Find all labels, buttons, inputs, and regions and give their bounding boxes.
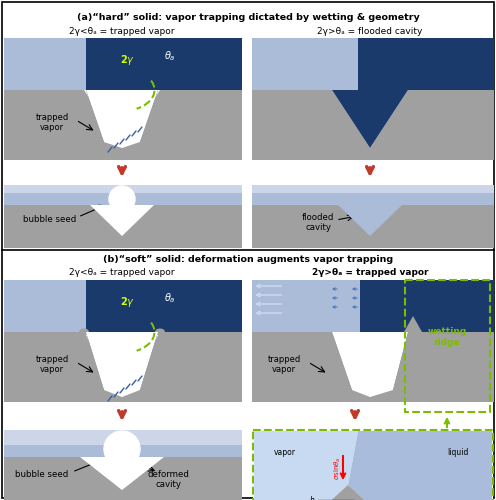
Text: (a)“hard” solid: vapor trapping dictated by wetting & geometry: (a)“hard” solid: vapor trapping dictated… <box>76 13 420 22</box>
Polygon shape <box>4 185 242 248</box>
Polygon shape <box>252 185 494 248</box>
Text: bubble seed: bubble seed <box>23 215 76 224</box>
Polygon shape <box>86 90 158 148</box>
Polygon shape <box>326 485 370 500</box>
Text: flooded
cavity: flooded cavity <box>302 213 334 233</box>
Text: 2γ<θₐ = trapped vapor: 2γ<θₐ = trapped vapor <box>69 27 175 36</box>
Polygon shape <box>86 280 242 390</box>
Ellipse shape <box>79 328 89 336</box>
Polygon shape <box>338 205 402 236</box>
Text: bubble seed: bubble seed <box>15 470 68 479</box>
Text: 2γ>θₐ = flooded cavity: 2γ>θₐ = flooded cavity <box>317 27 423 36</box>
Polygon shape <box>254 431 358 500</box>
Polygon shape <box>252 205 494 248</box>
Polygon shape <box>332 38 494 148</box>
Polygon shape <box>252 332 494 402</box>
Polygon shape <box>4 38 86 90</box>
Text: 2γ>θₐ = trapped vapor: 2γ>θₐ = trapped vapor <box>312 268 428 277</box>
Circle shape <box>104 431 140 467</box>
Text: vapor: vapor <box>274 448 296 457</box>
Polygon shape <box>86 332 158 397</box>
Polygon shape <box>404 316 422 332</box>
Polygon shape <box>86 38 242 142</box>
Ellipse shape <box>155 328 165 336</box>
Text: $\sigma$sin$\theta_a$: $\sigma$sin$\theta_a$ <box>333 456 343 479</box>
Text: 2$\gamma$: 2$\gamma$ <box>120 295 134 309</box>
Polygon shape <box>252 38 358 90</box>
Polygon shape <box>252 90 494 160</box>
FancyBboxPatch shape <box>254 431 492 500</box>
Text: trapped
vapor: trapped vapor <box>35 113 68 132</box>
Polygon shape <box>252 280 360 332</box>
Text: $\theta_a$: $\theta_a$ <box>164 49 176 63</box>
Text: 2γ<θₐ = trapped vapor: 2γ<θₐ = trapped vapor <box>69 268 175 277</box>
Polygon shape <box>4 90 242 160</box>
Text: trapped
vapor: trapped vapor <box>267 355 301 374</box>
Polygon shape <box>252 193 494 205</box>
Text: trapped
vapor: trapped vapor <box>35 355 68 374</box>
Polygon shape <box>4 205 242 248</box>
Text: liquid: liquid <box>447 448 469 457</box>
Circle shape <box>109 186 135 212</box>
Text: $\theta_a$: $\theta_a$ <box>164 291 176 305</box>
Polygon shape <box>84 90 160 148</box>
Text: 2$\gamma$: 2$\gamma$ <box>120 53 134 67</box>
Polygon shape <box>4 280 86 332</box>
Polygon shape <box>4 445 242 457</box>
Polygon shape <box>348 431 492 500</box>
FancyBboxPatch shape <box>253 430 493 500</box>
Text: deformed
cavity: deformed cavity <box>147 470 189 490</box>
Polygon shape <box>332 90 408 148</box>
Text: (b)“soft” solid: deformation augments vapor trapping: (b)“soft” solid: deformation augments va… <box>103 255 393 264</box>
Polygon shape <box>117 203 127 211</box>
Polygon shape <box>332 332 408 397</box>
Polygon shape <box>332 280 494 390</box>
Polygon shape <box>4 457 242 500</box>
Polygon shape <box>84 332 160 397</box>
Polygon shape <box>80 457 164 490</box>
Polygon shape <box>4 430 242 500</box>
Polygon shape <box>4 332 242 402</box>
Polygon shape <box>4 193 242 205</box>
Text: $h_c$: $h_c$ <box>309 495 319 500</box>
Polygon shape <box>90 205 154 236</box>
Polygon shape <box>332 332 408 397</box>
Text: wetting
ridge: wetting ridge <box>428 328 467 346</box>
